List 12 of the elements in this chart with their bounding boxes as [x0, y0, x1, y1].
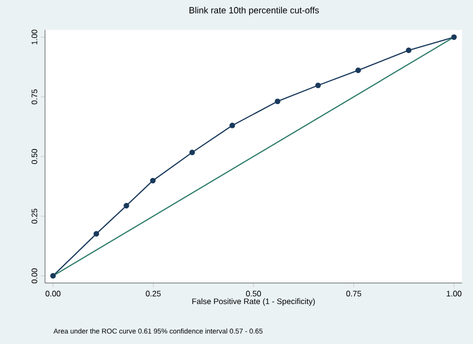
point — [189, 150, 195, 156]
point — [229, 122, 236, 128]
point — [94, 231, 100, 237]
point — [124, 202, 130, 208]
point — [406, 47, 412, 54]
point — [355, 68, 361, 74]
point — [50, 273, 56, 279]
point — [150, 178, 156, 184]
point — [274, 98, 280, 104]
point — [315, 82, 321, 88]
chart-title: Blink rate 10th percentile cut-offs — [190, 6, 319, 16]
point — [451, 34, 457, 40]
